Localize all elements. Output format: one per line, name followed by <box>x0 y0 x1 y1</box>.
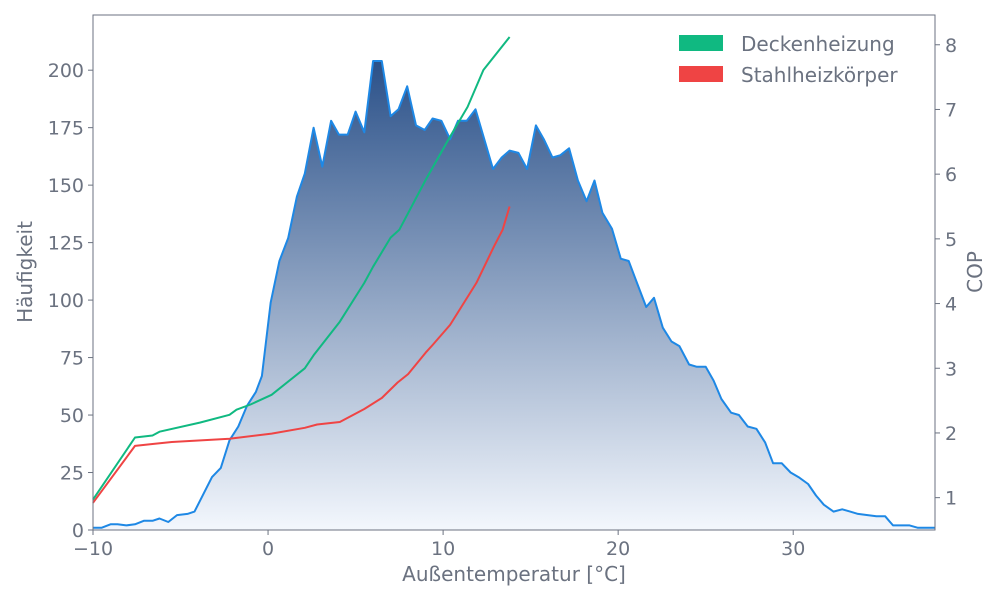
legend-swatch-deckenheizung <box>679 35 723 51</box>
x-tick-label: 20 <box>606 538 630 560</box>
y-axis-label: Häufigkeit <box>13 221 37 323</box>
legend-label-stahlheizkoerper: Stahlheizkörper <box>741 63 898 87</box>
y-tick-label: 200 <box>48 60 84 82</box>
y2-axis-label: COP <box>963 251 987 293</box>
legend-swatch-stahlheizkoerper <box>679 66 723 82</box>
y2-tick-label: 4 <box>945 294 957 316</box>
y-tick-label: 175 <box>48 118 84 140</box>
series-line-0 <box>92 36 511 501</box>
y2-tick-label: 3 <box>945 358 957 380</box>
y-tick-label: 0 <box>72 520 84 542</box>
y-tick-label: 50 <box>60 405 84 427</box>
y-tick-label: 100 <box>48 290 84 312</box>
x-tick-label: 30 <box>781 538 805 560</box>
x-tick-label: 0 <box>262 538 274 560</box>
y2-tick-label: 2 <box>945 423 957 445</box>
y2-tick-label: 7 <box>945 99 957 121</box>
y2-tick-label: 6 <box>945 164 957 186</box>
y-tick-label: 125 <box>48 233 84 255</box>
y2-tick-label: 1 <box>945 488 957 510</box>
legend: Deckenheizung Stahlheizkörper <box>679 32 898 87</box>
series-line-1 <box>92 206 511 504</box>
y2-tick-label: 8 <box>945 35 957 57</box>
histogram-area <box>93 61 935 530</box>
y-tick-label: 25 <box>60 463 84 485</box>
y-tick-label: 75 <box>60 348 84 370</box>
plot-area <box>92 36 935 530</box>
y2-tick-label: 5 <box>945 229 957 251</box>
x-tick-label: 10 <box>431 538 455 560</box>
histogram-line <box>93 60 935 529</box>
axes-frame <box>92 14 936 531</box>
x-axis-label: Außentemperatur [°C] <box>402 562 626 586</box>
legend-label-deckenheizung: Deckenheizung <box>741 32 895 56</box>
x-tick-label: −10 <box>73 538 113 560</box>
y-tick-label: 150 <box>48 175 84 197</box>
